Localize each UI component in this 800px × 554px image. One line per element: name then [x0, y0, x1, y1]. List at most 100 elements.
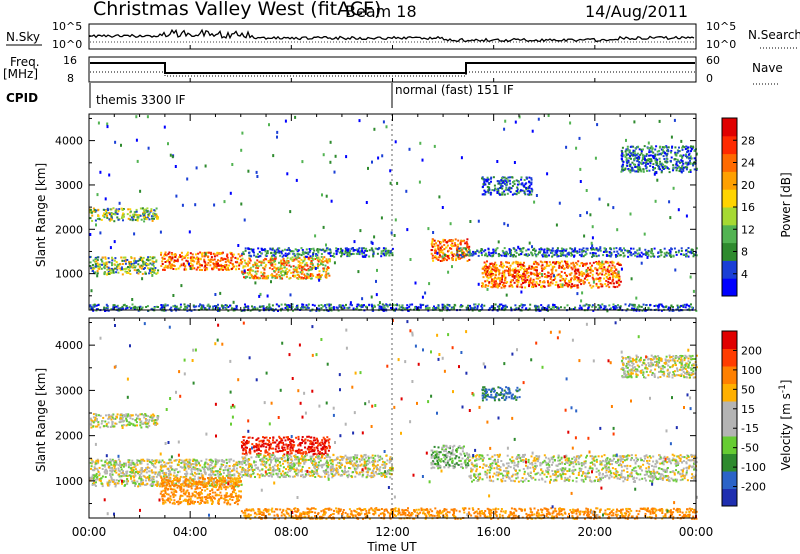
- data-cell: [95, 209, 98, 212]
- data-cell: [598, 197, 601, 201]
- data-cell: [387, 249, 390, 252]
- data-cell: [669, 252, 672, 255]
- data-cell: [598, 280, 601, 283]
- data-cell: [527, 271, 530, 274]
- data-cell: [452, 255, 455, 258]
- data-cell: [525, 269, 528, 272]
- data-cell: [244, 249, 247, 252]
- data-cell: [536, 282, 539, 285]
- data-cell: [611, 264, 614, 267]
- data-cell: [518, 305, 521, 307]
- data-cell: [111, 423, 114, 425]
- data-cell: [557, 284, 560, 287]
- data-cell: [513, 180, 516, 183]
- data-cell: [106, 272, 109, 275]
- data-cell: [388, 304, 391, 307]
- data-cell: [690, 250, 693, 253]
- data-cell: [260, 260, 263, 263]
- data-cell: [171, 257, 174, 260]
- data-cell: [647, 141, 650, 145]
- data-cell: [93, 482, 95, 485]
- data-cell: [211, 268, 214, 271]
- data-cell: [175, 260, 178, 262]
- data-cell: [626, 145, 629, 148]
- data-cell: [163, 253, 166, 256]
- data-cell: [450, 244, 453, 246]
- data-cell: [604, 268, 606, 271]
- data-cell: [94, 260, 97, 263]
- data-cell: [172, 294, 175, 297]
- data-cell: [153, 261, 156, 263]
- data-cell: [145, 218, 148, 221]
- data-cell: [96, 256, 99, 259]
- data-cell: [640, 150, 643, 153]
- data-cell: [217, 310, 219, 312]
- data-cell: [104, 257, 107, 260]
- data-cell: [427, 309, 430, 312]
- data-cell: [628, 169, 631, 172]
- data-cell: [139, 271, 142, 273]
- data-cell: [345, 303, 347, 306]
- data-cell: [515, 179, 518, 182]
- data-cell: [155, 207, 158, 210]
- data-cell: [208, 464, 211, 467]
- data-cell: [403, 307, 406, 310]
- data-cell: [333, 170, 336, 174]
- data-cell: [514, 250, 517, 253]
- data-cell: [616, 285, 619, 288]
- data-cell: [361, 297, 364, 301]
- data-cell: [456, 243, 459, 246]
- data-cell: [585, 275, 588, 278]
- data-cell: [157, 269, 160, 272]
- data-cell: [532, 249, 535, 251]
- data-cell: [520, 176, 523, 179]
- data-cell: [541, 275, 544, 278]
- data-cell: [92, 259, 95, 262]
- data-cell: [643, 145, 646, 148]
- data-cell: [361, 247, 364, 250]
- data-cell: [301, 305, 303, 308]
- data-cell: [112, 269, 115, 272]
- data-cell: [239, 466, 242, 469]
- data-cell: [109, 426, 112, 428]
- data-cell: [450, 306, 453, 309]
- data-cell: [601, 273, 604, 276]
- data-cell: [481, 186, 484, 188]
- data-cell: [140, 257, 143, 259]
- data-cell: [292, 268, 295, 271]
- data-cell: [476, 307, 479, 310]
- data-cell: [191, 257, 194, 260]
- data-cell: [293, 253, 295, 256]
- data-cell: [558, 273, 561, 276]
- data-cell: [625, 152, 628, 155]
- data-cell: [283, 266, 286, 269]
- data-cell: [657, 167, 660, 170]
- data-cell: [295, 257, 298, 260]
- data-cell: [563, 271, 566, 274]
- data-cell: [682, 169, 685, 172]
- data-cell: [127, 413, 130, 416]
- data-cell: [392, 304, 395, 307]
- data-cell: [482, 193, 485, 196]
- data-cell: [507, 253, 510, 256]
- data-cell: [520, 263, 523, 266]
- data-cell: [123, 215, 125, 218]
- data-cell: [604, 247, 606, 250]
- power-scatter: [89, 114, 698, 313]
- data-cell: [663, 158, 666, 160]
- data-cell: [561, 266, 563, 269]
- data-cell: [591, 253, 594, 256]
- data-cell: [300, 276, 303, 279]
- data-cell: [513, 247, 516, 250]
- data-cell: [398, 304, 401, 307]
- data-cell: [168, 257, 171, 260]
- data-cell: [511, 254, 514, 257]
- data-cell: [521, 306, 524, 309]
- data-cell: [198, 269, 201, 271]
- data-cell: [301, 160, 304, 164]
- data-cell: [340, 306, 343, 309]
- data-cell: [111, 256, 113, 259]
- data-cell: [607, 280, 610, 283]
- data-cell: [244, 277, 247, 280]
- data-cell: [96, 475, 99, 478]
